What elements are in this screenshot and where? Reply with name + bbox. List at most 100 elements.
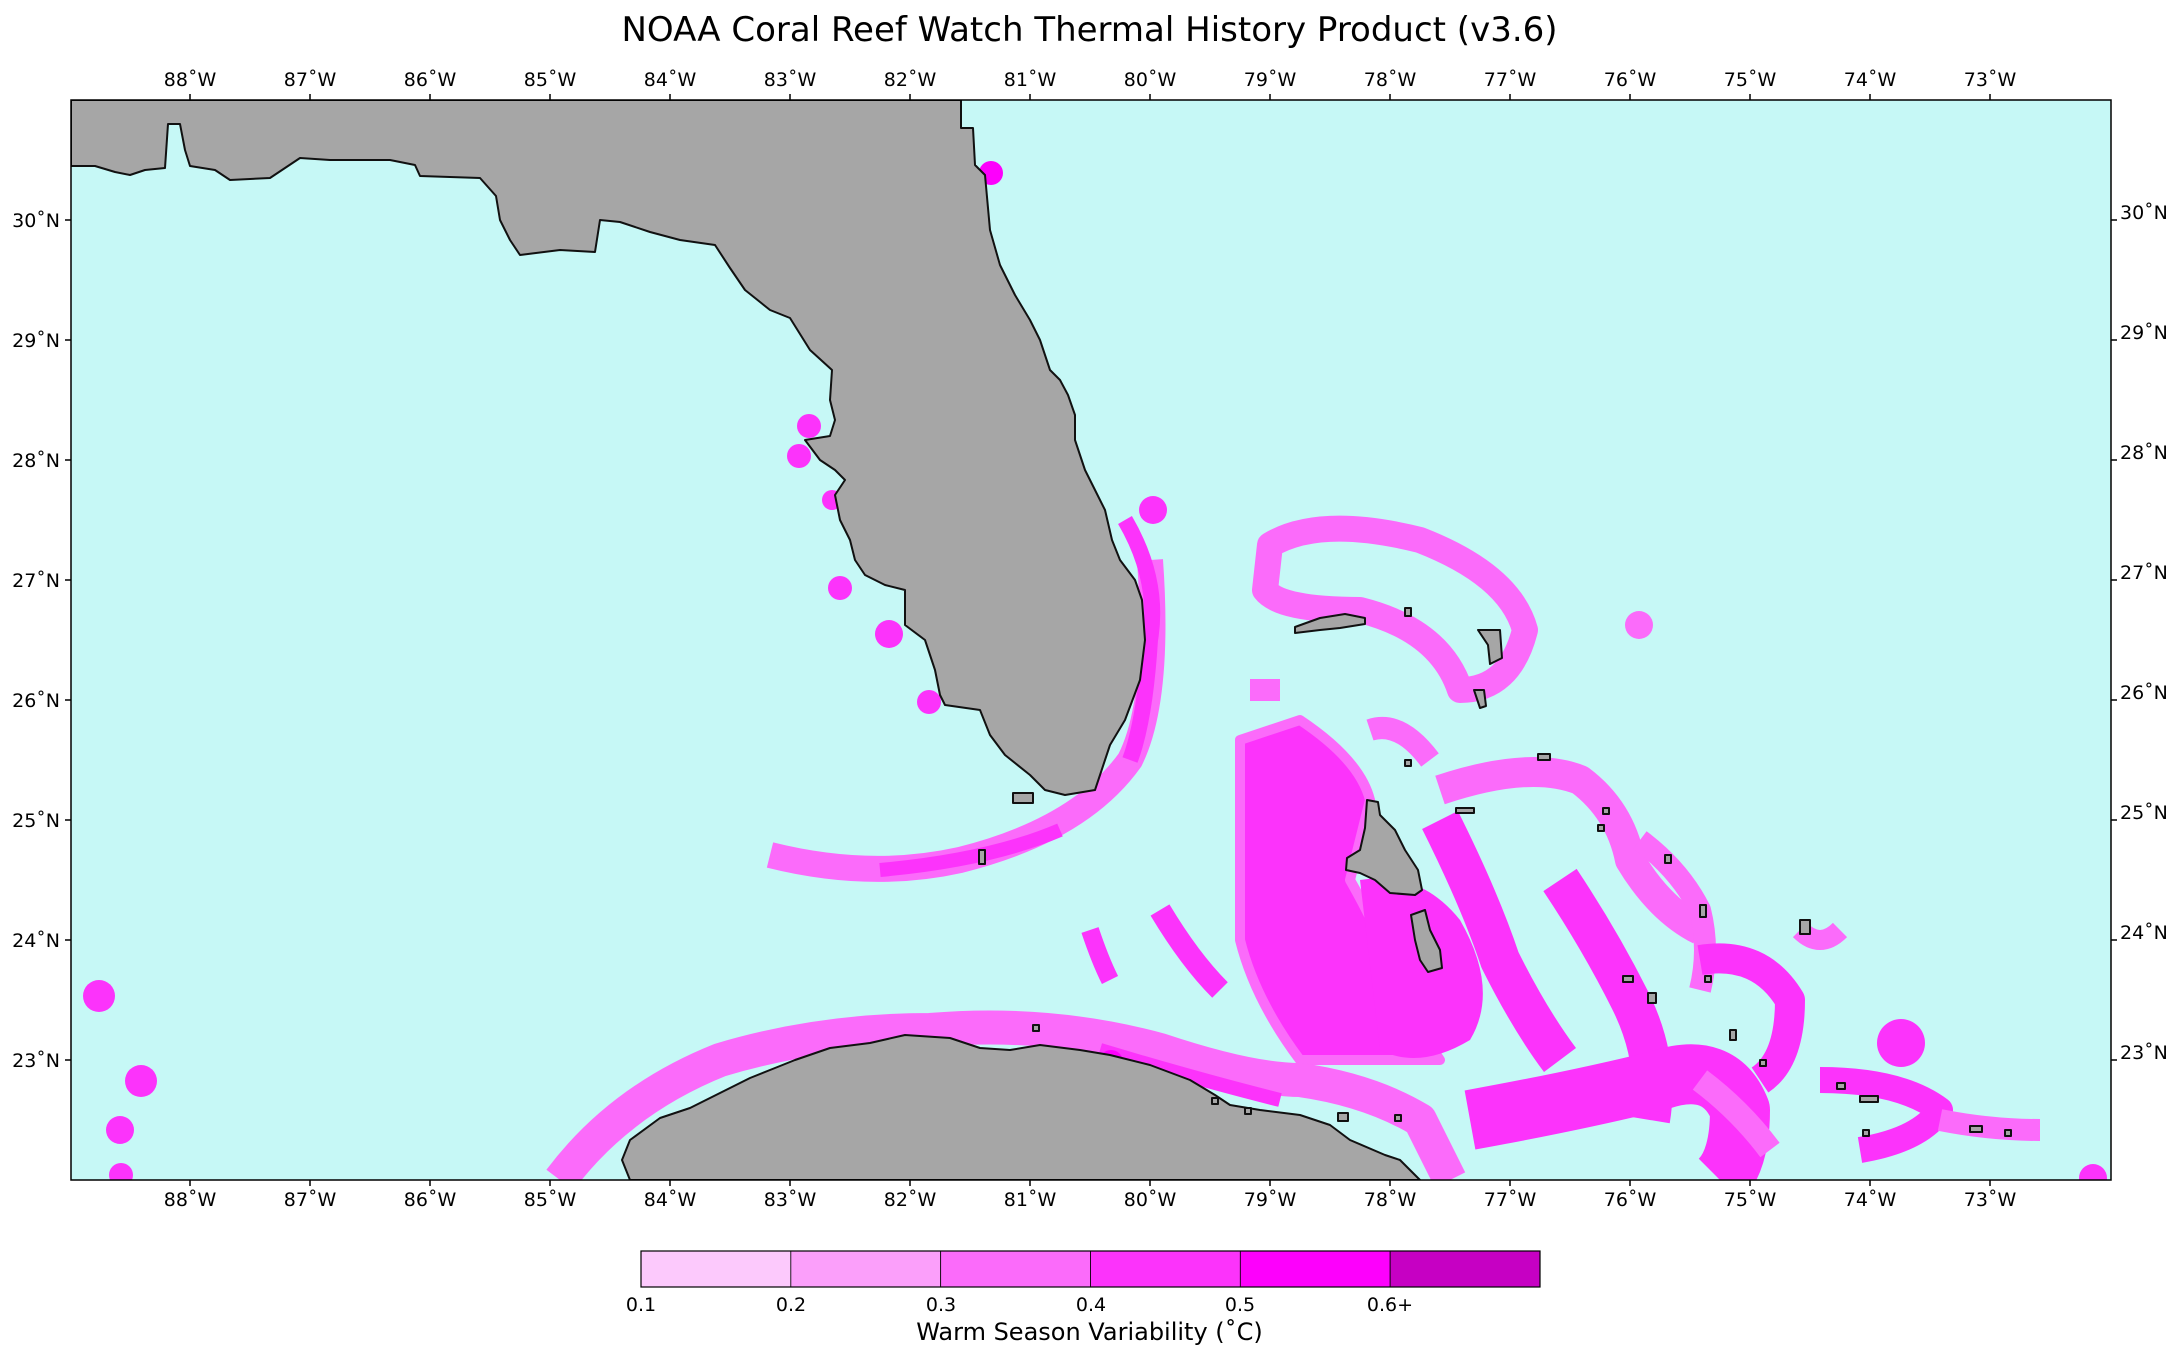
cay-24 [1244, 1107, 1252, 1115]
lon-label-top: 81˚W [1004, 69, 1057, 91]
map-title: NOAA Coral Reef Watch Thermal History Pr… [621, 10, 1558, 50]
colorbar-swatch [1090, 1250, 1241, 1288]
lon-label-top: 85˚W [524, 69, 577, 91]
lat-label-right: 27˚N [2120, 562, 2168, 584]
cay-17 [1012, 792, 1034, 804]
cay-sal-band-1 [1150, 904, 1228, 998]
cay-15 [1969, 1125, 1983, 1133]
lon-labels-bottom: 88˚W 87˚W 86˚W 85˚W 84˚W 83˚W 82˚W 81˚W … [164, 1189, 2017, 1211]
lon-label-bottom: 87˚W [284, 1189, 337, 1211]
cay-3 [1404, 759, 1412, 767]
tick-marks [65, 94, 2117, 1186]
cay-4 [1664, 854, 1672, 864]
colorbar-swatch [1239, 1250, 1391, 1288]
lon-label-top: 77˚W [1484, 69, 1537, 91]
lon-label-bottom: 76˚W [1604, 1189, 1657, 1211]
lon-label-bottom: 81˚W [1004, 1189, 1057, 1211]
cay-20 [1597, 824, 1605, 832]
lon-label-top: 88˚W [164, 69, 217, 91]
land [71, 100, 2012, 1180]
lon-label-bottom: 83˚W [764, 1189, 817, 1211]
cay-19 [1032, 1024, 1040, 1032]
lon-label-bottom: 80˚W [1124, 1189, 1177, 1211]
cay-9 [1729, 1029, 1737, 1041]
lat-label-right: 28˚N [2120, 442, 2168, 464]
colorbar-label: Warm Season Variability (˚C) [916, 1318, 1263, 1346]
lat-label-left: 23˚N [12, 1050, 60, 1072]
south-bahamas-band [1464, 1044, 1770, 1180]
lon-label-top: 84˚W [644, 69, 697, 91]
east-spot-2 [2079, 1164, 2107, 1180]
andros-north-blob [1366, 717, 1439, 767]
lat-label-right: 30˚N [2120, 202, 2168, 224]
lon-label-top: 73˚W [1964, 69, 2017, 91]
andros-island [1345, 799, 1423, 896]
lat-label-left: 24˚N [12, 930, 60, 952]
lon-label-bottom: 85˚W [524, 1189, 577, 1211]
gulf-spot-1 [797, 414, 821, 438]
cay-5 [1699, 904, 1707, 918]
lon-label-bottom: 86˚W [404, 1189, 457, 1211]
cay-13 [1859, 1095, 1879, 1103]
east-florida-band [1118, 515, 1161, 763]
lon-label-top: 74˚W [1844, 69, 1897, 91]
lat-label-left: 25˚N [12, 810, 60, 832]
gulf-spot-5 [875, 620, 903, 648]
north-cuba-inner [1097, 1043, 1282, 1107]
colorbar-tick: 0.5 [1225, 1294, 1255, 1316]
cay-12 [1836, 1082, 1846, 1090]
lon-label-bottom: 74˚W [1844, 1189, 1897, 1211]
lon-label-top: 75˚W [1724, 69, 1777, 91]
west-gulf-spot-3 [106, 1116, 134, 1144]
lat-label-left: 28˚N [12, 450, 60, 472]
cay-26 [1394, 1114, 1402, 1122]
lat-label-right: 29˚N [2120, 322, 2168, 344]
cay-6 [1622, 975, 1634, 983]
colorbar-tick: 0.2 [776, 1294, 806, 1316]
cay-22 [1404, 607, 1412, 617]
lat-label-right: 26˚N [2120, 682, 2168, 704]
cuba-landmass [621, 1034, 1421, 1180]
lon-label-top: 87˚W [284, 69, 337, 91]
acklins-band [1697, 943, 1805, 1093]
gulf-spot-2 [787, 444, 811, 468]
lat-label-left: 27˚N [12, 570, 60, 592]
lat-label-left: 26˚N [12, 690, 60, 712]
colorbar: 0.1 0.2 0.3 0.4 0.5 0.6+ [626, 1250, 1541, 1316]
lon-label-bottom: 77˚W [1484, 1189, 1537, 1211]
north-cuba-band [546, 1010, 1466, 1180]
colorbar-swatch [940, 1250, 1091, 1288]
great-bahama-bank-east [1360, 878, 1483, 1058]
cay-10 [1759, 1059, 1767, 1067]
colorbar-tick: 0.6+ [1367, 1294, 1413, 1316]
atlantic-spot-2 [1139, 496, 1167, 524]
cay-7 [1647, 992, 1657, 1004]
cay-1 [1455, 807, 1475, 814]
lon-label-top: 80˚W [1124, 69, 1177, 91]
abaco-small [1473, 689, 1487, 709]
lon-label-top: 78˚W [1364, 69, 1417, 91]
little-bahama-ring [1252, 515, 1538, 703]
lat-label-left: 30˚N [12, 210, 60, 232]
lon-labels-top: 88˚W 87˚W 86˚W 85˚W 84˚W 83˚W 82˚W 81˚W … [164, 69, 2017, 91]
variability-overlay [83, 161, 2107, 1180]
cay-2 [1537, 753, 1551, 761]
cay-23 [1211, 1097, 1219, 1105]
lon-label-bottom: 79˚W [1244, 1189, 1297, 1211]
map-frame [70, 99, 2112, 1181]
lon-label-bottom: 84˚W [644, 1189, 697, 1211]
cay-8 [1704, 975, 1712, 983]
lat-label-left: 29˚N [12, 330, 60, 352]
inagua-band [1819, 1067, 1953, 1163]
lon-label-top: 76˚W [1604, 69, 1657, 91]
andros-south [1410, 909, 1443, 973]
cay-25 [1337, 1112, 1349, 1122]
colorbar-swatch [790, 1250, 942, 1288]
cay-21 [1602, 807, 1610, 815]
lon-label-top: 86˚W [404, 69, 457, 91]
colorbar-frame [640, 1250, 1541, 1288]
lon-label-bottom: 88˚W [164, 1189, 217, 1211]
east-spot-1 [1877, 1019, 1925, 1067]
west-gulf-spot-4 [109, 1163, 133, 1180]
